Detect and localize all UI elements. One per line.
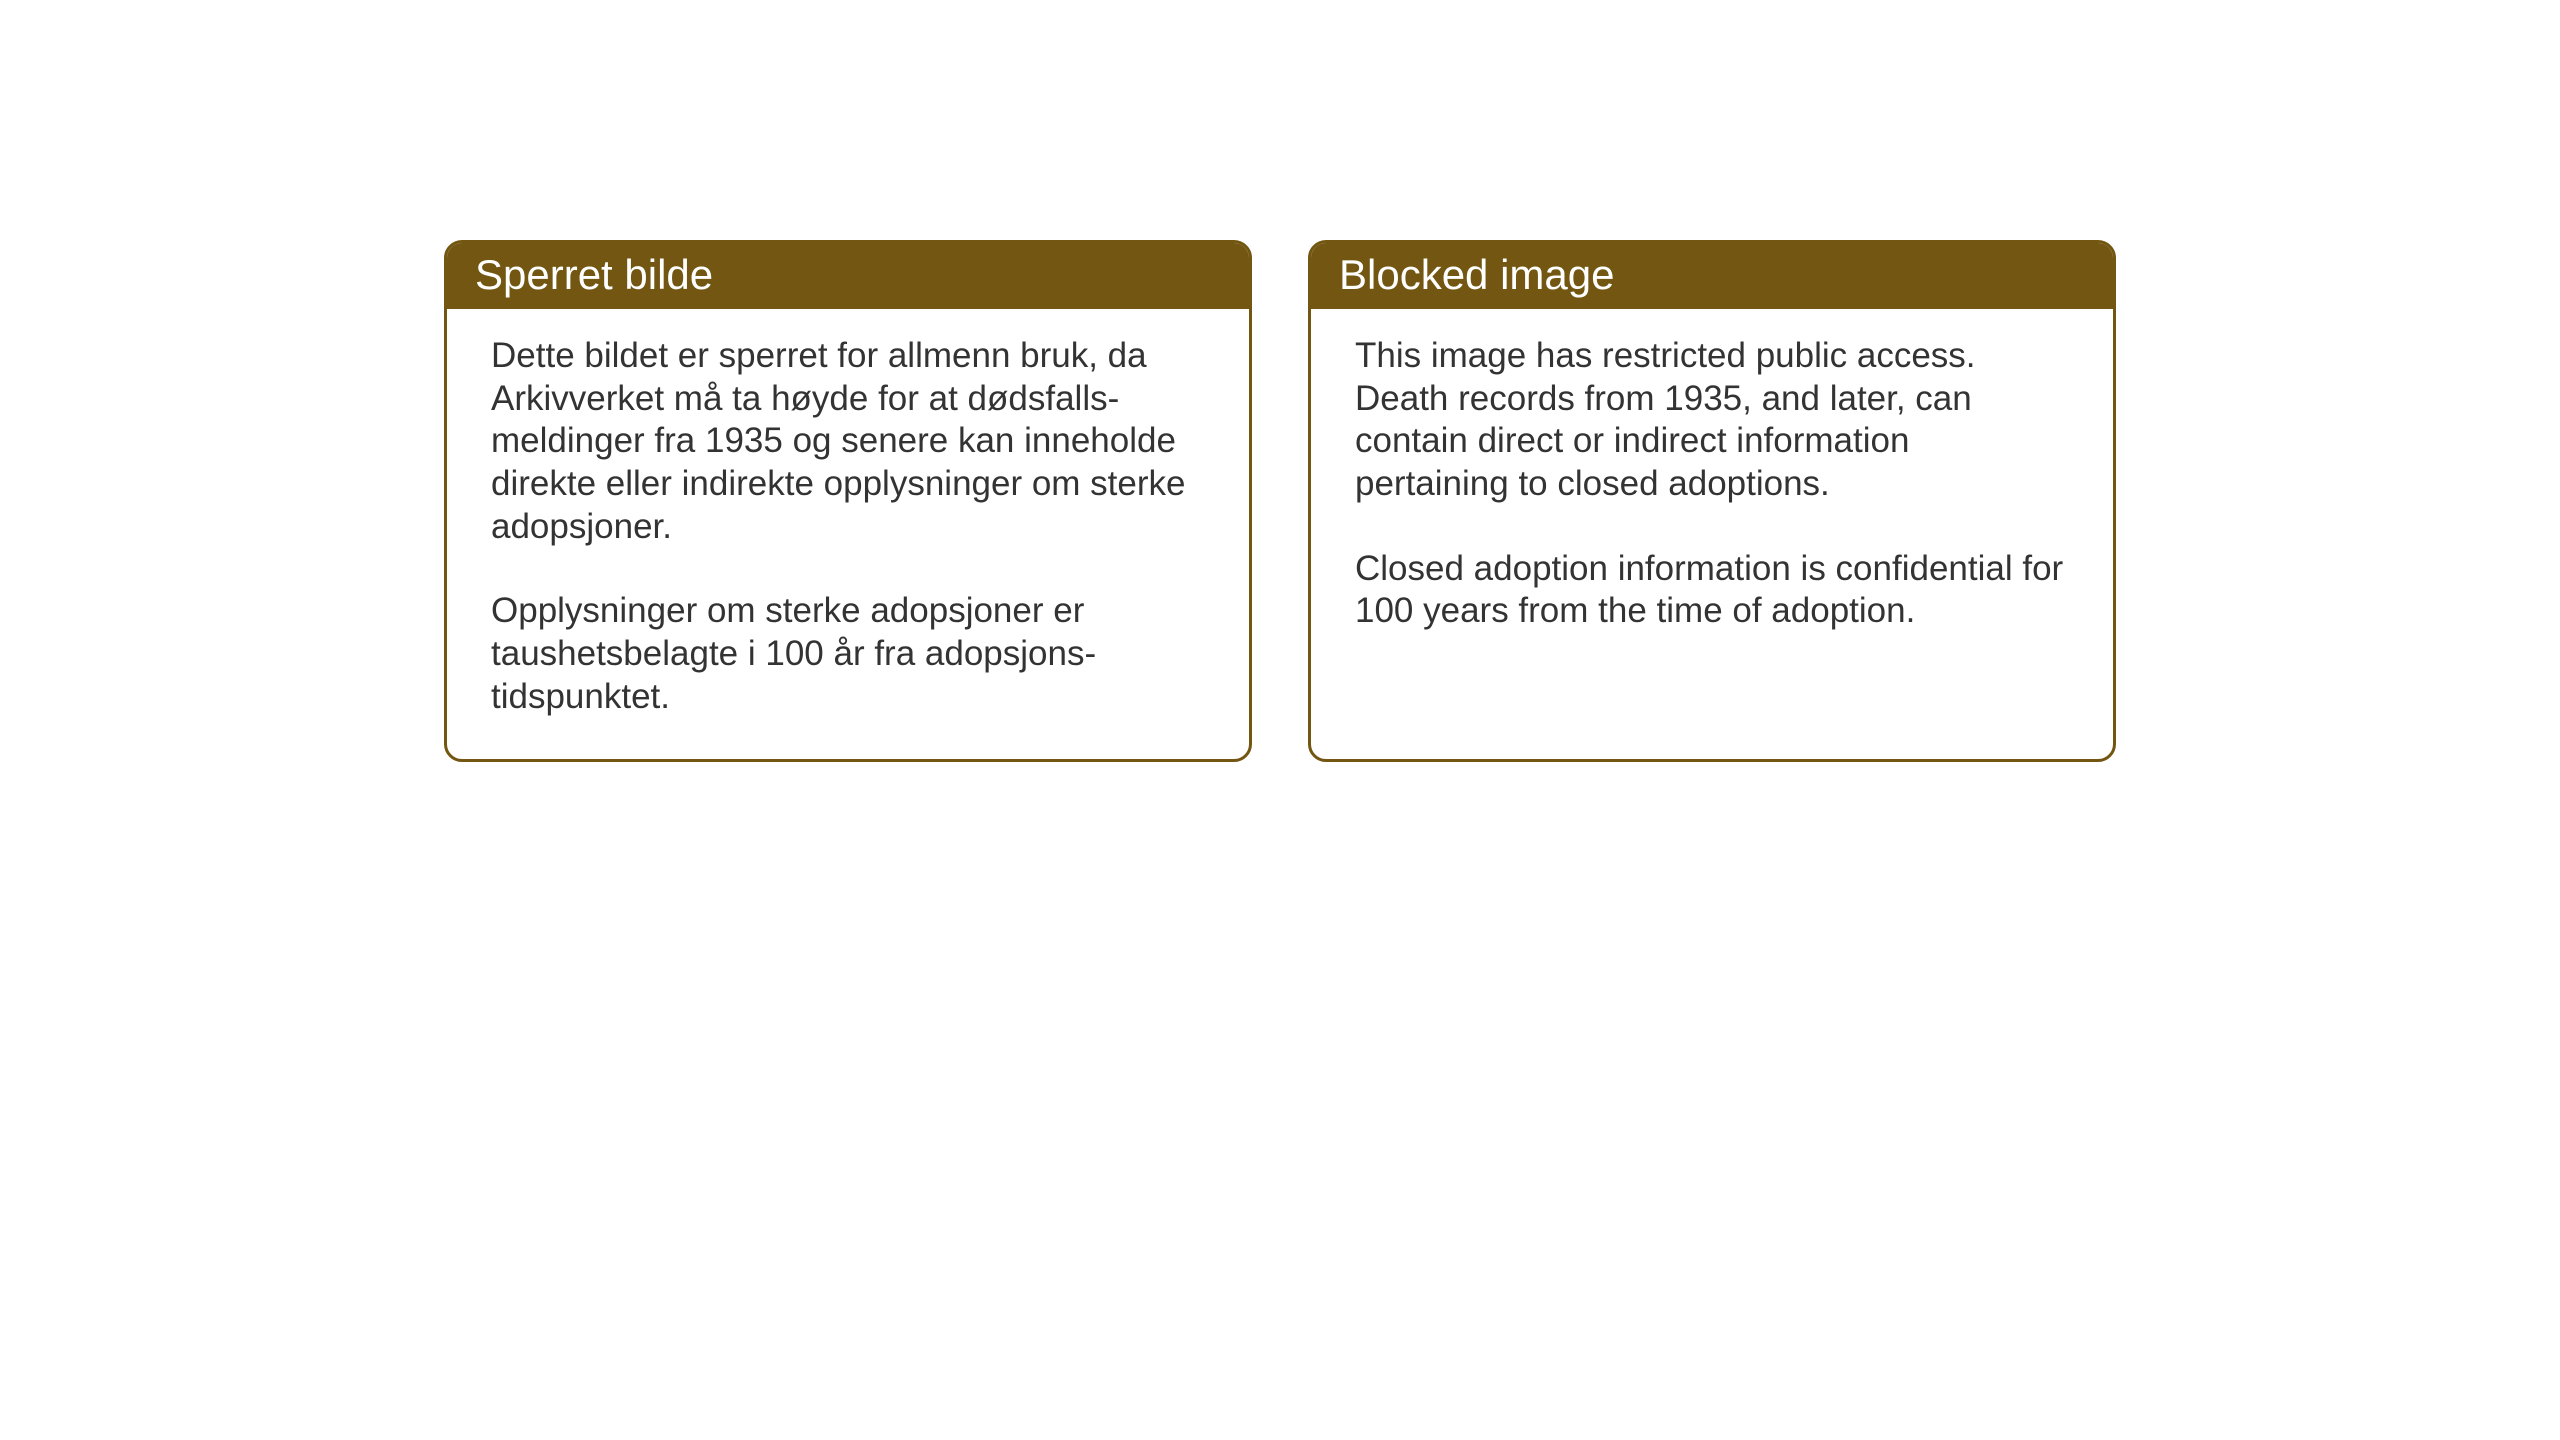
norwegian-paragraph-1: Dette bildet er sperret for allmenn bruk… — [491, 335, 1205, 548]
english-card-title: Blocked image — [1311, 243, 2113, 309]
english-card-body: This image has restricted public access.… — [1311, 309, 2113, 673]
norwegian-paragraph-2: Opplysninger om sterke adopsjoner er tau… — [491, 590, 1205, 718]
norwegian-card-body: Dette bildet er sperret for allmenn bruk… — [447, 309, 1249, 759]
english-notice-card: Blocked image This image has restricted … — [1308, 240, 2116, 762]
notice-cards-container: Sperret bilde Dette bildet er sperret fo… — [444, 240, 2116, 762]
norwegian-card-title: Sperret bilde — [447, 243, 1249, 309]
norwegian-notice-card: Sperret bilde Dette bildet er sperret fo… — [444, 240, 1252, 762]
english-paragraph-2: Closed adoption information is confident… — [1355, 548, 2069, 633]
english-paragraph-1: This image has restricted public access.… — [1355, 335, 2069, 506]
